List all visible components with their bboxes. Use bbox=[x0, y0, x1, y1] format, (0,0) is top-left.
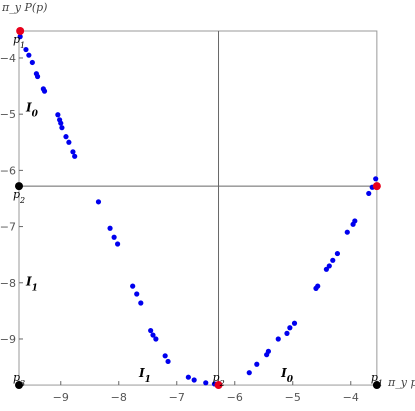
y-tick-label: −8 bbox=[0, 277, 16, 290]
region-label: I1 bbox=[25, 275, 38, 294]
annotations: p1 p2 p3 p2 p1 I0 I1 I1 I0 bbox=[13, 33, 383, 388]
data-point bbox=[334, 250, 341, 257]
y-tick-label: −6 bbox=[0, 164, 16, 177]
red-marker-point bbox=[372, 182, 381, 191]
data-point bbox=[203, 380, 209, 386]
region-label: I1 bbox=[138, 366, 151, 385]
data-point bbox=[59, 125, 65, 131]
data-point bbox=[58, 120, 64, 126]
point-label: p2 bbox=[13, 188, 25, 205]
data-point bbox=[55, 112, 61, 118]
black-marker-point bbox=[15, 381, 23, 390]
plot-frame bbox=[18, 30, 378, 386]
x-tick-label: −6 bbox=[227, 391, 243, 404]
data-point bbox=[275, 336, 281, 342]
reference-lines bbox=[19, 31, 377, 386]
y-axis-title: π_y P(p) bbox=[1, 1, 47, 14]
x-axis-title: π_y p bbox=[387, 376, 415, 389]
region-label: I0 bbox=[25, 100, 39, 119]
data-point bbox=[41, 88, 48, 94]
marker-points bbox=[15, 27, 381, 390]
data-point bbox=[70, 149, 76, 155]
data-point bbox=[148, 327, 154, 334]
data-point bbox=[72, 153, 78, 159]
red-marker-point bbox=[214, 381, 223, 390]
data-point bbox=[326, 263, 332, 269]
data-point bbox=[265, 348, 271, 354]
data-point bbox=[315, 283, 321, 289]
data-point bbox=[95, 199, 102, 205]
black-marker-point bbox=[15, 182, 23, 191]
data-point bbox=[138, 300, 144, 306]
data-point bbox=[23, 46, 29, 53]
data-point bbox=[344, 229, 350, 235]
x-tick-label: −4 bbox=[343, 391, 359, 404]
data-point bbox=[287, 325, 293, 331]
data-point bbox=[66, 139, 72, 145]
x-tick-label: −7 bbox=[169, 391, 185, 404]
x-tick-label: −9 bbox=[53, 391, 69, 404]
data-point bbox=[130, 283, 136, 289]
point-label: p1 bbox=[13, 33, 25, 50]
data-point bbox=[352, 218, 358, 224]
data-point bbox=[191, 377, 197, 383]
data-point bbox=[246, 370, 252, 376]
data-point bbox=[63, 134, 69, 140]
data-point bbox=[185, 374, 191, 380]
axes: −9 −8 −7 −6 −5 −4 −4 −5 −6 −7 −8 −9 bbox=[0, 52, 359, 404]
data-point bbox=[254, 361, 260, 367]
data-point bbox=[111, 234, 117, 240]
point-label: p1 bbox=[371, 371, 383, 388]
data-point bbox=[134, 291, 140, 297]
data-point bbox=[284, 330, 290, 336]
data-point bbox=[34, 73, 41, 80]
data-point bbox=[26, 52, 32, 58]
data-point bbox=[291, 320, 298, 326]
black-marker-point bbox=[372, 381, 381, 390]
data-point bbox=[29, 59, 35, 66]
point-label: p3 bbox=[13, 371, 25, 388]
data-point bbox=[323, 266, 329, 272]
data-point bbox=[162, 353, 168, 359]
data-points bbox=[17, 34, 379, 387]
data-point bbox=[330, 257, 336, 263]
data-point bbox=[115, 241, 121, 247]
data-point bbox=[165, 358, 171, 365]
x-tick-label: −5 bbox=[285, 391, 301, 404]
data-point bbox=[373, 176, 379, 182]
x-tick-label: −8 bbox=[111, 391, 127, 404]
region-label: I0 bbox=[280, 366, 294, 385]
point-label: p2 bbox=[213, 371, 225, 388]
y-tick-label: −4 bbox=[0, 52, 16, 65]
data-point bbox=[150, 332, 156, 338]
data-point bbox=[366, 190, 372, 197]
y-tick-label: −9 bbox=[0, 333, 16, 346]
data-point bbox=[107, 225, 113, 231]
red-marker-point bbox=[16, 27, 25, 35]
y-tick-label: −7 bbox=[0, 221, 16, 234]
data-point bbox=[153, 336, 159, 342]
y-tick-label: −5 bbox=[0, 108, 16, 121]
data-point bbox=[17, 34, 23, 40]
frame-rect bbox=[18, 30, 378, 386]
